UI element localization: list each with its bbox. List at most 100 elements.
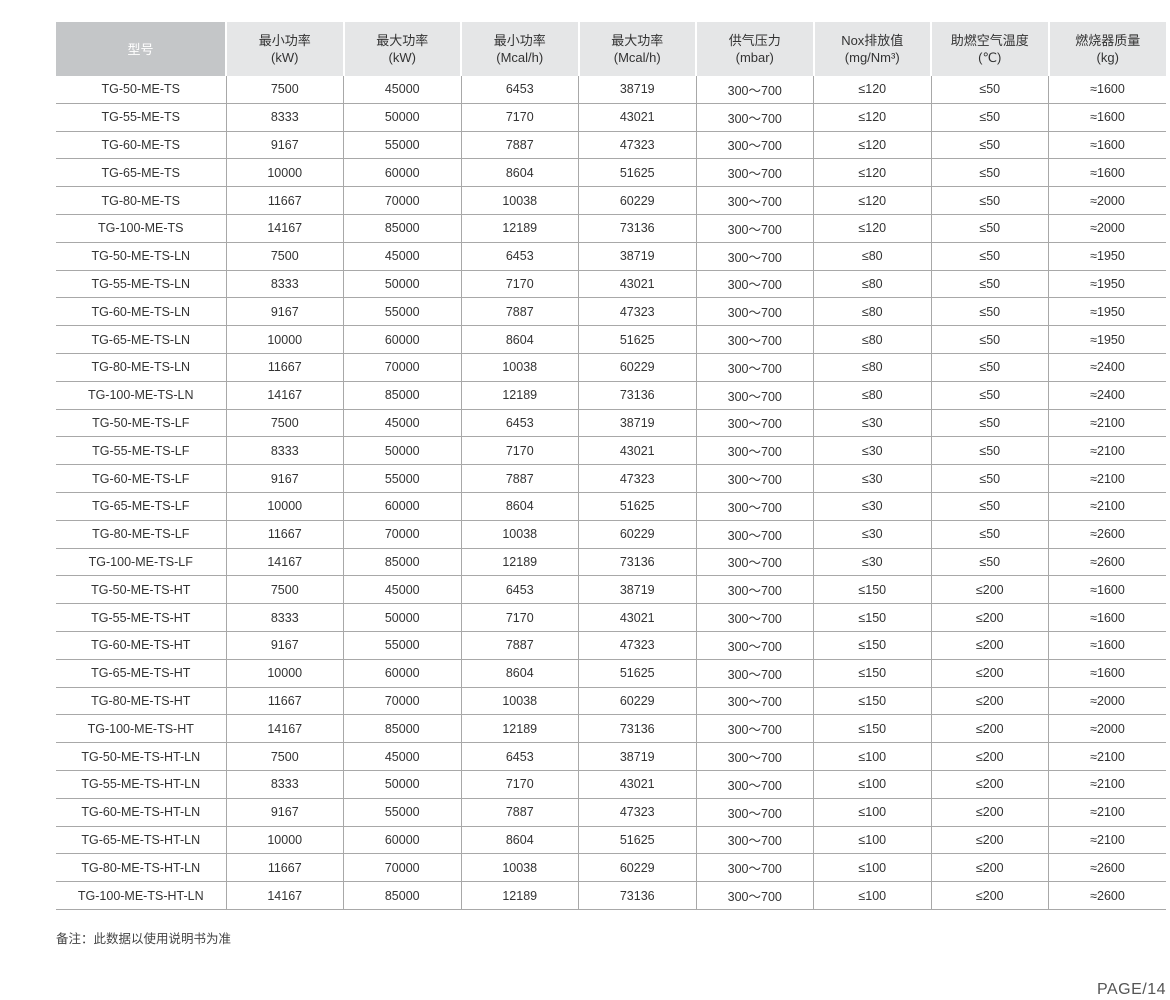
model-cell: TG-55-ME-TS-HT-LN (56, 770, 226, 799)
table-cell: 11667 (225, 186, 344, 215)
model-cell: TG-100-ME-TS (56, 214, 226, 243)
table-row: TG-80-ME-TS-LN 11667 70000 10038 60229 300～70… (56, 353, 1166, 382)
table-cell: ≈1600 (1048, 659, 1166, 688)
table-cell: 300～700 (695, 409, 814, 438)
table-cell: ≤120 (813, 76, 931, 104)
column-header: 最大功率 (Mcal/h) (577, 22, 696, 76)
column-header: 最小功率 (kW) (225, 22, 344, 76)
table-cell: 51625 (578, 659, 696, 688)
model-cell: TG-50-ME-TS-LF (56, 409, 226, 438)
table-cell: ≤200 (930, 826, 1049, 855)
table-cell: ≈2100 (1048, 436, 1166, 466)
table-cell: 12189 (460, 881, 579, 910)
table-cell: 300～700 (695, 353, 814, 382)
model-cell: TG-55-ME-TS-LF (56, 436, 226, 466)
table-cell: 47323 (578, 631, 696, 660)
table-row: TG-65-ME-TS-LN 10000 60000 8604 51625 300～700… (56, 325, 1166, 354)
table-cell: ≤120 (813, 103, 931, 132)
column-header-title: 型号 (127, 41, 154, 57)
page-number: PAGE/14 (1096, 981, 1166, 998)
model-cell: TG-80-ME-TS-HT (56, 687, 226, 716)
table-cell: 60000 (343, 158, 461, 188)
table-cell: 8604 (460, 158, 579, 188)
table-cell: 55000 (343, 297, 461, 327)
table-cell: 14167 (225, 714, 344, 744)
model-cell: TG-50-ME-TS-HT-LN (56, 742, 226, 771)
model-cell: TG-50-ME-TS (56, 76, 226, 104)
table-cell: 51625 (578, 158, 696, 188)
table-cell: 10038 (460, 186, 579, 215)
table-row: TG-80-ME-TS 11667 70000 10038 60229 300～700 ≤1… (56, 186, 1166, 215)
model-cell: TG-60-ME-TS-LN (56, 297, 226, 327)
table-cell: 10000 (225, 492, 344, 521)
table-cell: ≤50 (930, 242, 1049, 271)
table-cell: 50000 (343, 270, 461, 299)
table-cell: 8333 (225, 603, 344, 632)
table-cell: ≤50 (930, 158, 1049, 188)
table-cell: 300～700 (695, 270, 814, 299)
table-cell: 8604 (460, 492, 579, 521)
table-cell: 60229 (578, 353, 696, 382)
table-cell: 9167 (225, 464, 344, 493)
table-cell: 300～700 (695, 659, 814, 688)
table-cell: ≤200 (930, 575, 1049, 605)
table-cell: 60000 (343, 826, 461, 855)
table-cell: 55000 (343, 464, 461, 493)
model-cell: TG-65-ME-TS-HT (56, 659, 226, 688)
table-cell: 6453 (460, 76, 579, 104)
table-cell: 7887 (460, 131, 579, 160)
table-cell: ≤80 (813, 297, 931, 327)
column-header-unit: (Mcal/h) (613, 50, 661, 65)
table-row: TG-100-ME-TS 14167 85000 12189 73136 300～700 ≤… (56, 214, 1166, 243)
table-cell: 43021 (578, 436, 696, 466)
model-cell: TG-100-ME-TS-HT (56, 714, 226, 744)
table-cell: 11667 (225, 853, 344, 883)
table-cell: ≤200 (930, 659, 1049, 688)
table-cell: ≤50 (930, 464, 1049, 493)
table-cell: ≤200 (930, 714, 1049, 744)
table-cell: 7170 (460, 603, 579, 632)
table-cell: ≈2600 (1048, 548, 1166, 577)
table-cell: ≈1600 (1048, 76, 1166, 104)
table-cell: 45000 (343, 409, 461, 438)
table-cell: 6453 (460, 242, 579, 271)
table-cell: ≈1600 (1048, 575, 1166, 605)
table-cell: ≤150 (813, 659, 931, 688)
table-cell: ≤30 (813, 409, 931, 438)
table-cell: 7500 (225, 409, 344, 438)
table-cell: ≤120 (813, 214, 931, 243)
table-cell: 50000 (343, 770, 461, 799)
table-row: TG-65-ME-TS 10000 60000 8604 51625 300～700 ≤12… (56, 158, 1166, 188)
table-cell: 85000 (343, 881, 461, 910)
model-cell: TG-80-ME-TS (56, 186, 226, 215)
table-row: TG-55-ME-TS-HT-LN 8333 50000 7170 43021 300～7… (56, 770, 1166, 799)
table-cell: 12189 (460, 214, 579, 243)
table-cell: ≤50 (930, 381, 1049, 410)
model-cell: TG-60-ME-TS-HT-LN (56, 798, 226, 827)
column-header: 型号 (56, 22, 226, 76)
table-cell: ≤150 (813, 575, 931, 605)
model-cell: TG-100-ME-TS-LN (56, 381, 226, 410)
column-header-title: 最大功率 (611, 33, 664, 48)
table-cell: 12189 (460, 381, 579, 410)
model-cell: TG-100-ME-TS-LF (56, 548, 226, 577)
table-row: TG-80-ME-TS-HT-LN 11667 70000 10038 60229 300… (56, 853, 1166, 883)
table-cell: 8604 (460, 826, 579, 855)
table-cell: 55000 (343, 131, 461, 160)
table-cell: ≈2400 (1048, 353, 1166, 382)
table-cell: 60000 (343, 659, 461, 688)
table-cell: 43021 (578, 770, 696, 799)
table-cell: ≈2100 (1048, 464, 1166, 493)
table-row: TG-65-ME-TS-HT-LN 10000 60000 8604 51625 300～… (56, 826, 1166, 855)
table-cell: ≤200 (930, 770, 1049, 799)
table-cell: 9167 (225, 798, 344, 827)
table-row: TG-80-ME-TS-LF 11667 70000 10038 60229 300～70… (56, 520, 1166, 549)
column-header-unit: (kW) (388, 50, 416, 65)
table-cell: 10038 (460, 520, 579, 549)
table-cell: ≈2000 (1048, 687, 1166, 716)
table-cell: 38719 (578, 76, 696, 104)
table-cell: ≈2000 (1048, 714, 1166, 744)
table-row: TG-65-ME-TS-HT 10000 60000 8604 51625 300～700… (56, 659, 1166, 688)
table-cell: 7170 (460, 770, 579, 799)
table-cell: ≤100 (813, 826, 931, 855)
